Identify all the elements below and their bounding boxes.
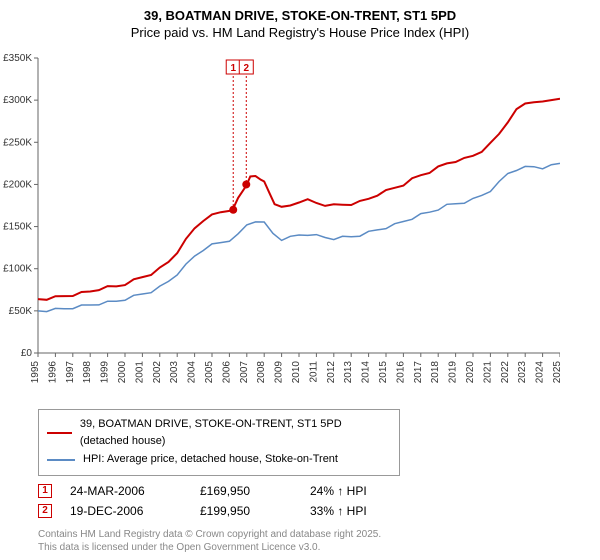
svg-text:£100K: £100K	[3, 263, 32, 274]
series-price_paid	[38, 99, 560, 300]
svg-text:2009: 2009	[274, 360, 285, 383]
sale-marker-box: 1	[38, 484, 52, 498]
svg-text:£200K: £200K	[3, 179, 32, 190]
chart-subtitle: Price paid vs. HM Land Registry's House …	[0, 25, 600, 48]
svg-text:2013: 2013	[343, 360, 354, 383]
svg-text:2011: 2011	[308, 360, 319, 382]
svg-text:2010: 2010	[291, 360, 302, 383]
svg-text:1998: 1998	[82, 360, 93, 383]
legend-label: HPI: Average price, detached house, Stok…	[83, 451, 338, 469]
svg-text:2021: 2021	[482, 360, 493, 383]
svg-text:2: 2	[243, 63, 249, 74]
svg-text:1999: 1999	[100, 360, 111, 383]
svg-text:2004: 2004	[187, 360, 198, 383]
sale-diff: 33% ↑ HPI	[310, 504, 420, 518]
chart-title: 39, BOATMAN DRIVE, STOKE-ON-TRENT, ST1 5…	[0, 0, 600, 25]
sale-price: £169,950	[200, 484, 310, 498]
sale-date: 19-DEC-2006	[70, 504, 200, 518]
svg-text:2016: 2016	[395, 360, 406, 383]
svg-text:1997: 1997	[65, 360, 76, 383]
legend-label: 39, BOATMAN DRIVE, STOKE-ON-TRENT, ST1 5…	[80, 416, 391, 451]
svg-text:2023: 2023	[517, 360, 528, 383]
svg-text:2008: 2008	[256, 360, 267, 383]
svg-text:2024: 2024	[535, 360, 546, 383]
footer-line-2: This data is licensed under the Open Gov…	[38, 541, 381, 554]
svg-text:2025: 2025	[552, 360, 560, 383]
legend-swatch	[47, 459, 75, 461]
svg-text:2003: 2003	[169, 360, 180, 383]
series-hpi	[38, 163, 560, 311]
svg-text:£0: £0	[21, 348, 33, 359]
sale-row: 2 19-DEC-2006£199,95033% ↑ HPI	[38, 504, 600, 518]
svg-text:1996: 1996	[47, 360, 58, 383]
svg-text:2015: 2015	[378, 360, 389, 383]
svg-text:£350K: £350K	[3, 53, 32, 64]
legend-item: 39, BOATMAN DRIVE, STOKE-ON-TRENT, ST1 5…	[47, 416, 391, 451]
sale-price: £199,950	[200, 504, 310, 518]
sale-events-table: 1 24-MAR-2006£169,95024% ↑ HPI 2 19-DEC-200…	[38, 484, 600, 518]
sale-diff: 24% ↑ HPI	[310, 484, 420, 498]
svg-text:2002: 2002	[152, 360, 163, 383]
sale-row: 1 24-MAR-2006£169,95024% ↑ HPI	[38, 484, 600, 498]
sale-date: 24-MAR-2006	[70, 484, 200, 498]
svg-text:£150K: £150K	[3, 221, 32, 232]
chart-container: 39, BOATMAN DRIVE, STOKE-ON-TRENT, ST1 5…	[0, 0, 600, 560]
legend-item: HPI: Average price, detached house, Stok…	[47, 451, 391, 469]
line-chart-svg: £0 £50K £100K £150K £200K £250K £300K £350K 1995…	[0, 48, 560, 398]
svg-text:2005: 2005	[204, 360, 215, 383]
svg-text:2001: 2001	[134, 360, 145, 383]
svg-text:1: 1	[230, 63, 236, 74]
svg-text:£300K: £300K	[3, 95, 32, 106]
svg-text:£250K: £250K	[3, 137, 32, 148]
svg-text:2020: 2020	[465, 360, 476, 383]
legend-swatch	[47, 432, 72, 434]
svg-text:2017: 2017	[413, 360, 424, 383]
sale-marker-box: 2	[38, 504, 52, 518]
svg-text:2000: 2000	[117, 360, 128, 383]
svg-text:2006: 2006	[221, 360, 232, 383]
legend-box: 39, BOATMAN DRIVE, STOKE-ON-TRENT, ST1 5…	[38, 409, 400, 476]
chart-plot-area: £0 £50K £100K £150K £200K £250K £300K £350K 1995…	[0, 48, 600, 403]
svg-text:2014: 2014	[361, 360, 372, 383]
svg-text:2007: 2007	[239, 360, 250, 383]
svg-text:1995: 1995	[30, 360, 41, 383]
svg-text:2018: 2018	[430, 360, 441, 383]
footer-text: Contains HM Land Registry data © Crown c…	[38, 528, 381, 554]
svg-text:2019: 2019	[448, 360, 459, 383]
svg-text:2022: 2022	[500, 360, 511, 383]
svg-text:£50K: £50K	[9, 306, 33, 317]
svg-text:2012: 2012	[326, 360, 337, 383]
footer-line-1: Contains HM Land Registry data © Crown c…	[38, 528, 381, 541]
